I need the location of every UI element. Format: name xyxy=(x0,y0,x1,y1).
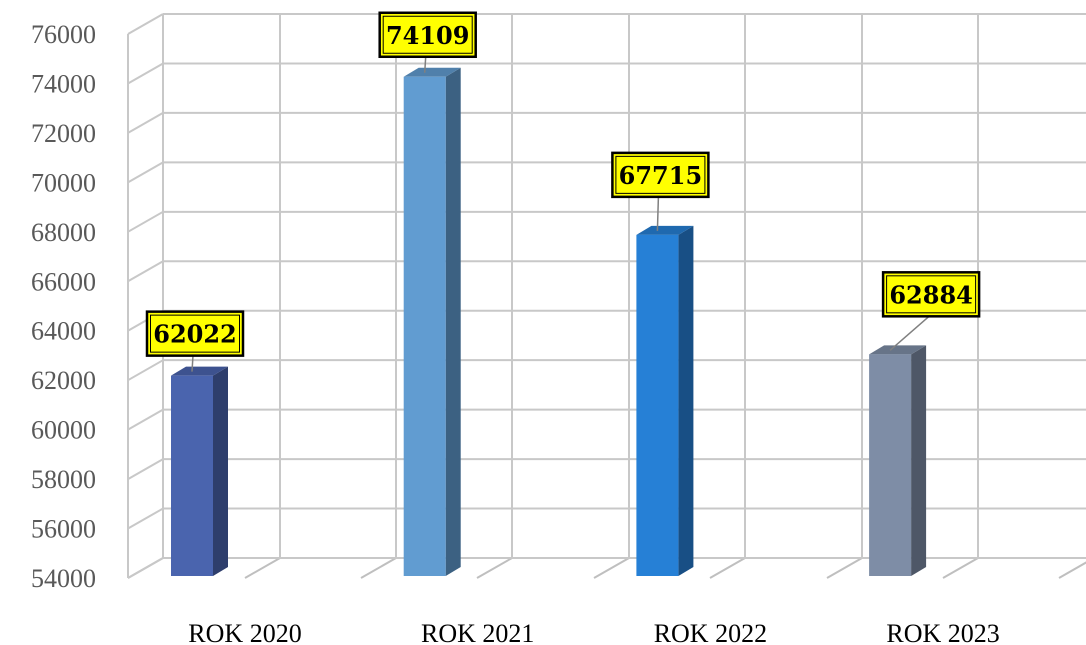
data-label-text: 62884 xyxy=(889,280,973,309)
data-label: 74109 xyxy=(378,11,477,59)
y-tick-label: 54000 xyxy=(31,564,96,593)
y-tick-label: 64000 xyxy=(31,317,96,346)
side-grid-line xyxy=(127,507,164,530)
y-tick-label: 62000 xyxy=(31,366,96,395)
bar-top xyxy=(636,225,694,235)
data-label-inner-border xyxy=(150,314,240,353)
y-tick-label: 58000 xyxy=(31,465,96,494)
floor-grid-line xyxy=(593,557,630,579)
bar xyxy=(171,366,228,576)
side-grid-line xyxy=(127,557,164,579)
floor-grid-line xyxy=(942,557,979,579)
data-label: 67715 xyxy=(611,151,710,199)
bar-side xyxy=(445,67,461,576)
data-label-inner-border xyxy=(886,275,977,314)
side-grid-line xyxy=(127,161,164,184)
bar-side xyxy=(678,225,694,576)
leader-line xyxy=(191,355,194,372)
y-tick-label: 76000 xyxy=(31,20,96,49)
side-grid-line xyxy=(127,458,164,480)
label-leader-lines xyxy=(191,56,930,372)
y-tick-label: 56000 xyxy=(31,515,96,544)
data-label-text: 62022 xyxy=(153,320,237,349)
data-label-text: 74109 xyxy=(386,21,470,50)
data-label-text: 67715 xyxy=(619,161,703,190)
floor-grid-line xyxy=(244,557,281,579)
y-tick-label: 68000 xyxy=(31,218,96,247)
x-axis-ticks: ROK 2020 ROK 2021 ROK 2022 ROK 2023 xyxy=(188,619,1000,645)
data-label-box xyxy=(145,310,245,357)
data-label-box xyxy=(881,271,981,318)
bar-front xyxy=(636,234,679,576)
bar-top xyxy=(171,366,228,376)
gridlines xyxy=(127,13,1086,579)
side-grid-line xyxy=(127,62,164,85)
floor-grid-line xyxy=(360,557,397,579)
y-axis-ticks: 54000 56000 58000 60000 62000 64000 66000 68000… xyxy=(31,20,96,593)
bar xyxy=(636,225,694,576)
floor-grid-line xyxy=(1058,561,1086,579)
floor-grid-line xyxy=(709,557,746,579)
bar-top xyxy=(869,345,927,355)
data-label-box xyxy=(611,151,710,199)
y-tick-label: 60000 xyxy=(31,416,96,445)
bar-front xyxy=(171,375,213,576)
y-tick-label: 70000 xyxy=(31,168,96,197)
y-tick-label: 72000 xyxy=(31,119,96,148)
floor-grid-line xyxy=(826,557,863,579)
leader-line xyxy=(889,315,930,351)
bar-side xyxy=(213,366,228,576)
side-grid-line xyxy=(127,210,164,233)
leader-line xyxy=(423,56,427,73)
x-tick-label: ROK 2022 xyxy=(654,619,767,645)
bar-front xyxy=(403,76,446,576)
y-tick-label: 74000 xyxy=(31,69,96,98)
data-labels: 62022 74109 67715 62884 xyxy=(145,11,981,357)
side-grid-line xyxy=(127,112,164,134)
bar-front xyxy=(869,354,912,576)
x-tick-label: ROK 2020 xyxy=(188,619,301,645)
bar-top xyxy=(403,67,461,77)
bar xyxy=(869,345,927,576)
bar-side xyxy=(911,345,927,576)
data-label-box xyxy=(378,11,477,59)
y-tick-label: 66000 xyxy=(31,267,96,296)
data-label-inner-border xyxy=(382,15,473,54)
side-grid-line xyxy=(127,408,164,431)
x-tick-label: ROK 2021 xyxy=(421,619,534,645)
data-label: 62884 xyxy=(881,271,981,318)
bars xyxy=(171,67,927,576)
floor-grid-line xyxy=(476,557,513,579)
data-label-inner-border xyxy=(615,155,706,194)
side-grid-line xyxy=(127,359,164,382)
data-label: 62022 xyxy=(145,310,245,357)
side-grid-line xyxy=(127,13,164,35)
x-tick-label: ROK 2023 xyxy=(886,619,999,645)
bar xyxy=(403,67,461,576)
leader-line xyxy=(656,196,660,231)
side-grid-line xyxy=(127,260,164,283)
